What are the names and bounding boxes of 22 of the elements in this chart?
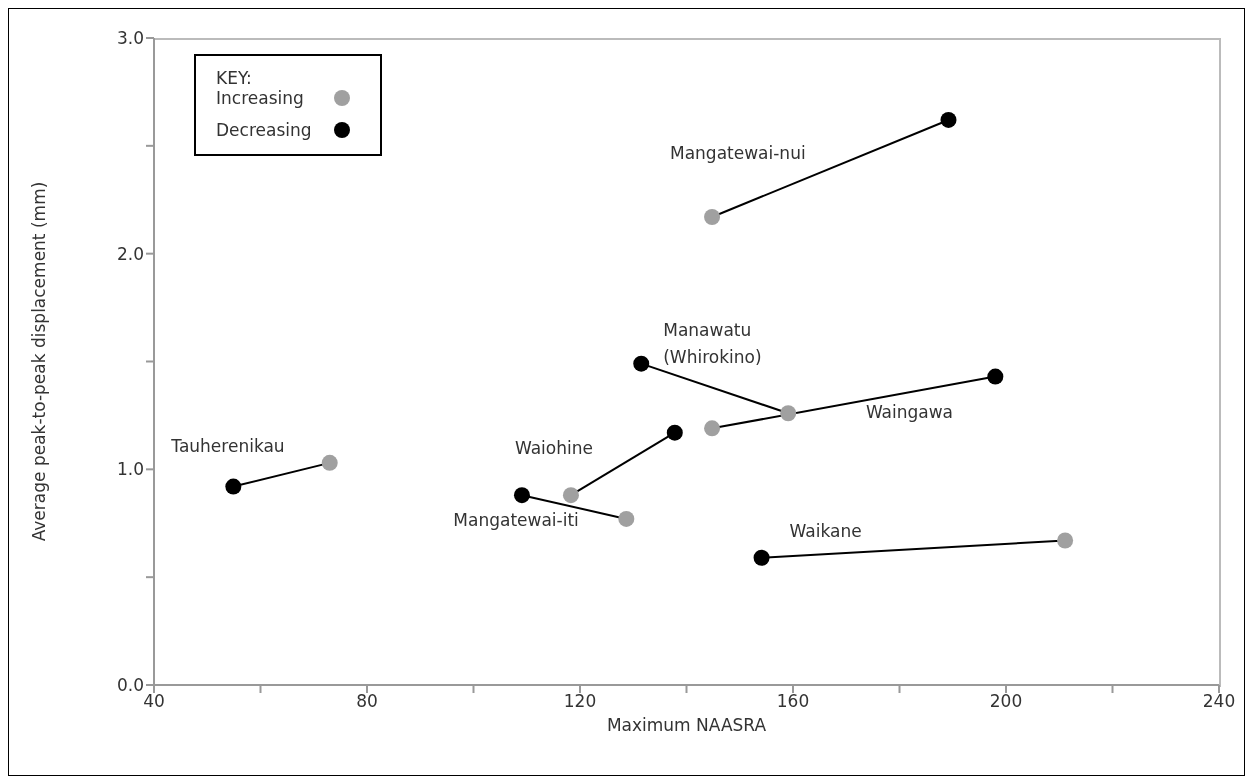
annotation: Mangatewai-nui: [670, 142, 806, 163]
x-tick-label: 40: [143, 691, 165, 712]
annotation: Mangatewai-iti: [453, 509, 579, 530]
y-tick-label: 3.0: [116, 28, 144, 49]
y-tick-label: 1.0: [116, 459, 144, 480]
x-tick-label: 200: [989, 691, 1023, 712]
legend-label: Increasing: [216, 88, 305, 108]
x-tick-label: 120: [563, 691, 597, 712]
legend-label: Decreasing: [216, 120, 313, 140]
y-axis-title: Average peak-to-peak displacement (mm): [29, 181, 50, 542]
annotation: Waiohine: [514, 438, 593, 459]
x-tick-label: 240: [1202, 691, 1236, 712]
annotation: Manawatu (Whirokino): [663, 319, 762, 367]
y-tick-label: 2.0: [116, 243, 144, 264]
x-tick-label: 80: [356, 691, 378, 712]
annotation: Tauherenikau: [170, 435, 285, 456]
y-tick-label: 0.0: [116, 675, 144, 696]
x-axis-title: Maximum NAASRA: [606, 715, 767, 735]
annotation: Waikane: [789, 520, 862, 541]
x-tick-label: 160: [776, 691, 810, 712]
annotation: Waingawa: [865, 402, 954, 423]
legend-title: KEY:: [216, 68, 253, 88]
